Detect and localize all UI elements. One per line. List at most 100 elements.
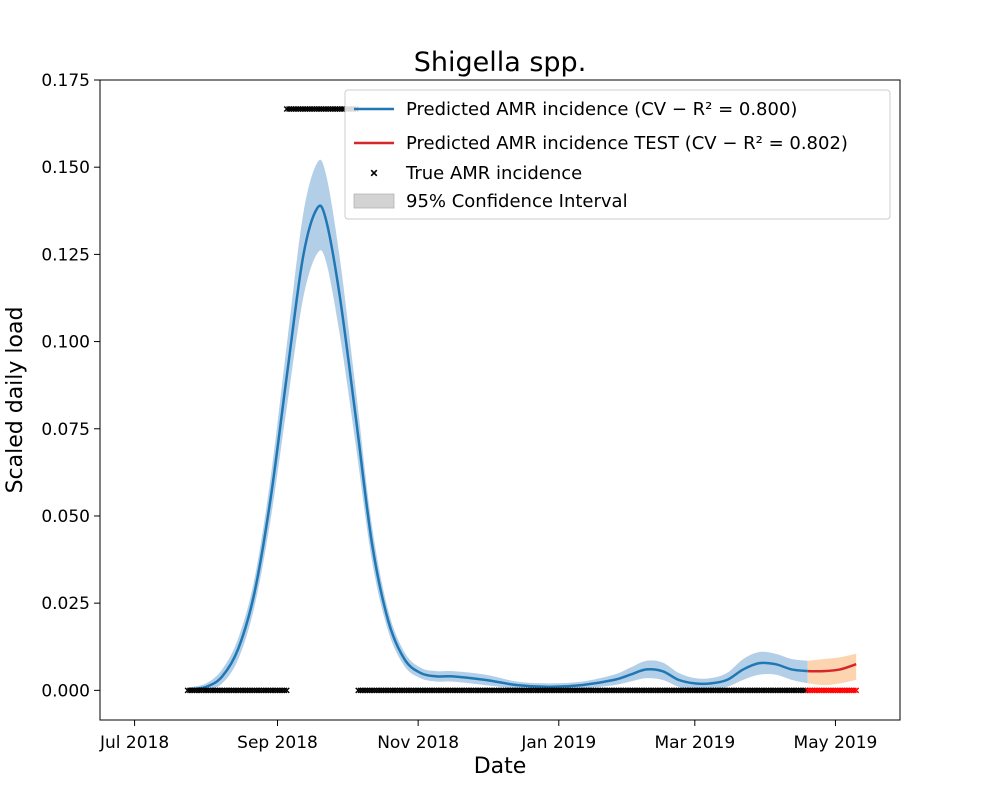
true-incidence-marker [246, 687, 253, 694]
true-incidence-marker [767, 687, 774, 694]
true-incidence-marker [666, 687, 673, 694]
true-incidence-marker [207, 687, 214, 694]
true-incidence-marker [329, 105, 336, 112]
true-incidence-marker [433, 687, 440, 694]
true-incidence-marker [426, 687, 433, 694]
true-incidence-marker [553, 687, 560, 694]
true-incidence-marker [486, 687, 493, 694]
true-incidence-marker [290, 105, 297, 112]
true-incidence-marker [403, 687, 410, 694]
true-incidence-marker [841, 687, 848, 694]
true-incidence-marker [382, 687, 389, 694]
true-incidence-marker [754, 687, 761, 694]
true-incidence-marker [728, 687, 735, 694]
series-line-1 [807, 663, 857, 673]
true-incidence-marker [511, 687, 518, 694]
true-incidence-marker [689, 687, 696, 694]
true-incidence-marker [262, 687, 269, 694]
true-incidence-marker [705, 687, 712, 694]
true-incidence-marker [742, 687, 749, 694]
true-incidence-marker [336, 105, 343, 112]
true-incidence-marker [608, 687, 615, 694]
true-incidence-marker [786, 687, 793, 694]
true-incidence-marker [701, 687, 708, 694]
true-incidence-marker [507, 687, 514, 694]
true-incidence-marker [251, 687, 258, 694]
true-incidence-marker [458, 687, 465, 694]
true-incidence-marker [740, 687, 747, 694]
true-incidence-marker [691, 687, 698, 694]
true-incidence-marker [470, 687, 477, 694]
x-tick-label: Sep 2018 [237, 733, 318, 753]
true-incidence-marker [747, 687, 754, 694]
true-incidence-marker [283, 687, 290, 694]
true-incidence-marker [203, 687, 210, 694]
true-incidence-marker [830, 687, 837, 694]
true-incidence-marker [401, 687, 408, 694]
true-incidence-marker [811, 687, 818, 694]
true-incidence-marker [325, 105, 332, 112]
true-incidence-marker [428, 687, 435, 694]
true-incidence-marker [537, 687, 544, 694]
true-incidence-marker [795, 687, 802, 694]
true-incidence-marker [304, 105, 311, 112]
true-incidence-marker [193, 687, 200, 694]
true-incidence-marker [601, 687, 608, 694]
true-incidence-marker [652, 687, 659, 694]
y-tick-label: 0.125 [41, 245, 90, 265]
true-incidence-marker [362, 687, 369, 694]
y-axis-label: Scaled daily load [3, 307, 28, 494]
true-incidence-marker [779, 687, 786, 694]
true-incidence-marker [371, 687, 378, 694]
true-incidence-marker [297, 105, 304, 112]
true-incidence-marker [311, 105, 318, 112]
true-incidence-marker [380, 687, 387, 694]
true-incidence-marker [274, 687, 281, 694]
true-incidence-marker [624, 687, 631, 694]
true-incidence-marker [839, 687, 846, 694]
true-incidence-marker [744, 687, 751, 694]
true-incidence-marker [719, 687, 726, 694]
y-tick-label: 0.150 [41, 158, 90, 178]
true-incidence-marker [588, 687, 595, 694]
confidence-band-0 [187, 159, 808, 691]
true-incidence-marker [465, 687, 472, 694]
true-incidence-marker [233, 687, 240, 694]
legend-swatch [353, 193, 395, 209]
true-incidence-marker [680, 687, 687, 694]
true-incidence-marker [283, 105, 290, 112]
true-incidence-marker [731, 687, 738, 694]
true-incidence-marker [209, 687, 216, 694]
true-incidence-marker [412, 687, 419, 694]
true-incidence-marker [850, 687, 857, 694]
marker-group-3 [804, 687, 860, 694]
true-incidence-marker [590, 687, 597, 694]
true-incidence-marker [548, 687, 555, 694]
true-incidence-marker [724, 687, 731, 694]
true-incidence-marker [659, 687, 666, 694]
true-incidence-marker [823, 687, 830, 694]
true-incidence-marker [339, 105, 346, 112]
true-incidence-marker [389, 687, 396, 694]
true-incidence-marker [219, 687, 226, 694]
true-incidence-marker [253, 687, 260, 694]
true-incidence-marker [184, 687, 191, 694]
y-tick-label: 0.025 [41, 594, 90, 614]
true-incidence-marker [749, 687, 756, 694]
true-incidence-marker [825, 687, 832, 694]
true-incidence-marker [578, 687, 585, 694]
true-incidence-marker [576, 687, 583, 694]
true-incidence-marker [694, 687, 701, 694]
true-incidence-marker [758, 687, 765, 694]
true-incidence-marker [223, 687, 230, 694]
true-incidence-marker [539, 687, 546, 694]
true-incidence-marker [295, 105, 302, 112]
true-incidence-marker [714, 687, 721, 694]
true-incidence-marker [763, 687, 770, 694]
true-incidence-marker [585, 687, 592, 694]
true-incidence-marker [788, 687, 795, 694]
true-incidence-marker [523, 687, 530, 694]
true-incidence-marker [827, 687, 834, 694]
true-incidence-marker [751, 687, 758, 694]
true-incidence-marker [756, 687, 763, 694]
